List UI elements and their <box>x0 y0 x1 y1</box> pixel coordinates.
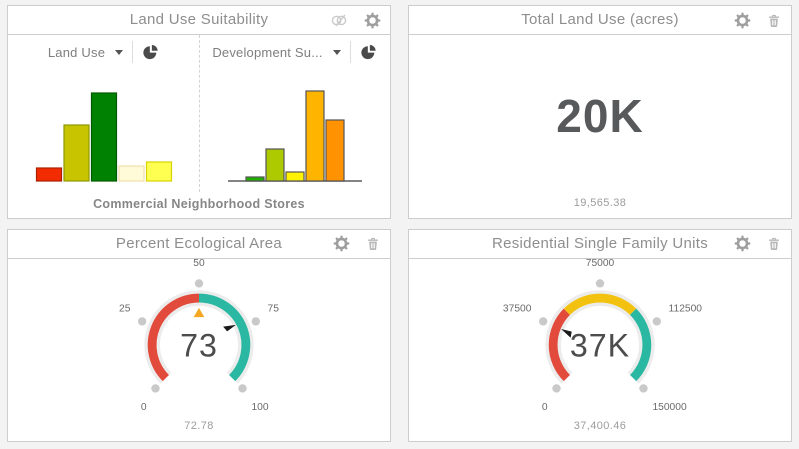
svg-text:0: 0 <box>141 402 147 413</box>
chart-divider <box>199 35 200 192</box>
svg-text:100: 100 <box>251 402 268 413</box>
category-label: Commercial Neighborhood Stores <box>93 196 305 211</box>
svg-text:37500: 37500 <box>503 303 532 314</box>
delete-icon[interactable] <box>766 235 782 252</box>
delete-icon[interactable] <box>365 235 381 252</box>
panel-title: Total Land Use (acres) <box>521 11 679 28</box>
settings-icon[interactable] <box>364 12 381 29</box>
pie-chart-icon[interactable] <box>142 44 159 61</box>
land-use-chart-section: Land Use <box>8 35 199 218</box>
panel-title: Residential Single Family Units <box>491 234 709 252</box>
residential-units-gauge: 0 37500 75000 112500 150000 37K <box>503 259 703 413</box>
panel-header: Percent Ecological Area <box>8 230 390 259</box>
gauge-exact-value: 37,400.46 <box>573 420 627 432</box>
land-use-suitability-body: Land Use Develop <box>8 35 390 218</box>
panel-land-use-suitability: Land Use Suitability <box>7 5 391 219</box>
dropdown-label: Development Su... <box>212 44 323 60</box>
svg-text:50: 50 <box>193 259 205 269</box>
chevron-down-icon <box>115 49 124 55</box>
svg-text:25: 25 <box>119 303 131 314</box>
total-land-use-body: 20K 19,565.38 <box>409 35 791 218</box>
settings-icon[interactable] <box>333 235 350 252</box>
panel-total-land-use: Total Land Use (acres) <box>408 5 792 219</box>
dropdown-label: Land Use <box>47 44 106 60</box>
percent-ecological-area-body: 0 25 50 75 100 73 72.78 <box>8 259 390 442</box>
panel-header: Land Use Suitability <box>8 6 390 35</box>
development-suitability-chart-section: Development Su... <box>199 35 390 218</box>
separator <box>132 41 134 63</box>
indicator-exact-value: 19,565.38 <box>573 196 627 209</box>
visibility-off-icon[interactable] <box>329 11 349 29</box>
svg-text:150000: 150000 <box>652 402 687 413</box>
svg-text:75000: 75000 <box>586 259 615 269</box>
panel-header: Total Land Use (acres) <box>409 6 791 35</box>
development-suitability-bar-chart <box>227 90 362 182</box>
separator <box>349 41 351 63</box>
gauge-exact-value: 72.78 <box>184 420 214 432</box>
development-suitability-dropdown[interactable]: Development Su... <box>212 44 341 60</box>
ecological-area-gauge: 0 25 50 75 100 73 <box>119 259 280 413</box>
svg-text:75: 75 <box>268 303 280 314</box>
svg-text:37K: 37K <box>570 327 630 363</box>
pie-chart-icon[interactable] <box>360 44 377 61</box>
settings-icon[interactable] <box>734 12 751 29</box>
indicator-value: 20K <box>556 90 644 143</box>
land-use-bar-chart <box>35 92 172 182</box>
panel-title: Land Use Suitability <box>129 11 269 28</box>
svg-text:112500: 112500 <box>669 303 703 314</box>
panel-residential-single-family-units: Residential Single Family Units <box>408 228 792 442</box>
panel-header: Residential Single Family Units <box>409 230 791 259</box>
residential-units-body: 0 37500 75000 112500 150000 37K 37,400.46 <box>409 259 791 442</box>
panel-title: Percent Ecological Area <box>115 234 283 252</box>
svg-text:0: 0 <box>542 402 548 413</box>
svg-text:73: 73 <box>180 327 218 363</box>
land-use-attribute-dropdown[interactable]: Land Use <box>47 44 124 60</box>
chevron-down-icon <box>332 49 341 55</box>
delete-icon[interactable] <box>766 12 782 29</box>
panel-percent-ecological-area: Percent Ecological Area <box>7 228 391 442</box>
settings-icon[interactable] <box>734 235 751 252</box>
